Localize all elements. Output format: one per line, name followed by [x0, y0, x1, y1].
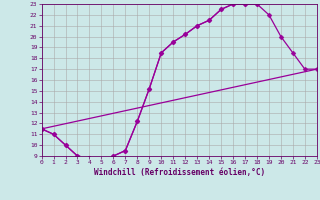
X-axis label: Windchill (Refroidissement éolien,°C): Windchill (Refroidissement éolien,°C): [94, 168, 265, 177]
